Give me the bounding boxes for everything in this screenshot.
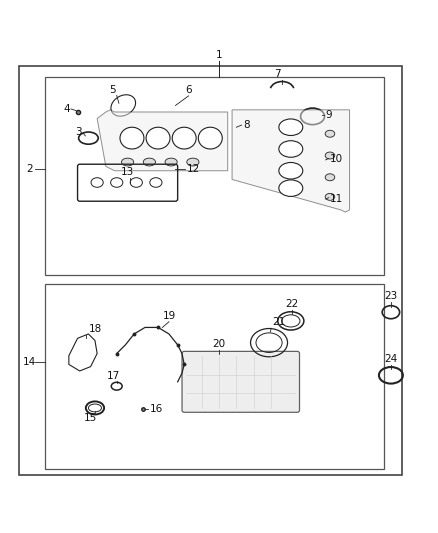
Text: 23: 23 — [384, 292, 398, 301]
Text: 2: 2 — [26, 164, 33, 174]
Text: 18: 18 — [88, 324, 102, 334]
Text: 19: 19 — [162, 311, 176, 321]
Text: 8: 8 — [243, 120, 250, 130]
Ellipse shape — [325, 152, 335, 159]
Ellipse shape — [143, 158, 155, 166]
Text: 7: 7 — [275, 69, 281, 79]
Text: 22: 22 — [286, 299, 299, 309]
Ellipse shape — [120, 127, 144, 149]
Ellipse shape — [279, 141, 303, 157]
Text: 14: 14 — [23, 357, 36, 367]
Text: 11: 11 — [330, 194, 343, 204]
Polygon shape — [232, 110, 350, 212]
Ellipse shape — [187, 158, 199, 166]
Ellipse shape — [325, 193, 335, 200]
Ellipse shape — [165, 158, 177, 166]
Text: 15: 15 — [84, 413, 97, 423]
Text: 12: 12 — [186, 164, 200, 174]
Ellipse shape — [146, 127, 170, 149]
Text: 17: 17 — [107, 370, 120, 381]
Polygon shape — [97, 110, 228, 171]
Text: 9: 9 — [325, 110, 332, 120]
Text: 13: 13 — [121, 167, 134, 177]
Ellipse shape — [279, 180, 303, 197]
Ellipse shape — [325, 130, 335, 137]
Ellipse shape — [198, 127, 222, 149]
Text: 1: 1 — [215, 50, 223, 60]
Ellipse shape — [325, 174, 335, 181]
Text: 16: 16 — [149, 404, 162, 414]
Bar — [45, 284, 385, 469]
Text: 4: 4 — [64, 104, 70, 114]
Text: 20: 20 — [212, 339, 226, 349]
Text: 24: 24 — [384, 354, 398, 365]
Bar — [45, 77, 385, 275]
Text: 5: 5 — [109, 85, 116, 94]
FancyBboxPatch shape — [182, 351, 300, 413]
Text: 6: 6 — [185, 85, 192, 94]
Bar — [19, 66, 402, 475]
Ellipse shape — [279, 119, 303, 135]
Ellipse shape — [121, 158, 134, 166]
Ellipse shape — [172, 127, 196, 149]
Text: 3: 3 — [75, 127, 82, 138]
Ellipse shape — [279, 163, 303, 179]
Text: 21: 21 — [272, 318, 285, 327]
Text: 10: 10 — [330, 154, 343, 164]
